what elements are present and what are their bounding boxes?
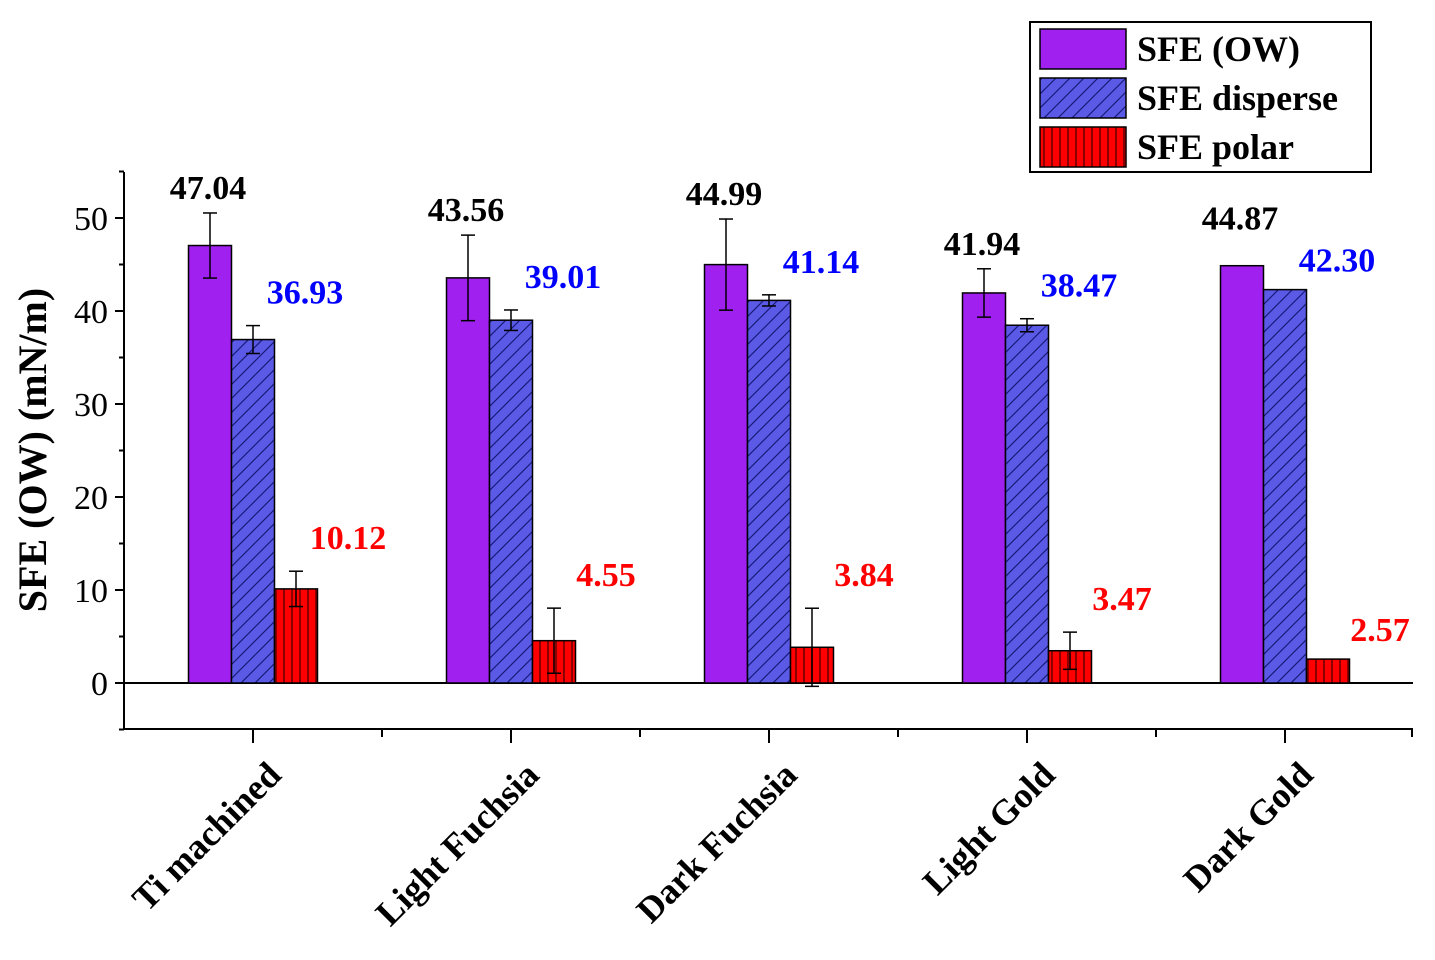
- category-label: Dark Fuchsia: [629, 754, 805, 930]
- data-label: 43.56: [428, 192, 505, 229]
- data-label: 41.14: [783, 244, 860, 281]
- bar: [1262, 288, 1308, 684]
- bar: [230, 338, 276, 684]
- bar: [187, 244, 233, 684]
- data-label: 3.84: [834, 557, 894, 594]
- category-label: Dark Gold: [1176, 754, 1321, 899]
- category-label: Light Fuchsia: [368, 754, 547, 933]
- bar: [703, 263, 749, 684]
- data-label: 47.04: [170, 170, 247, 207]
- data-label: 38.47: [1041, 268, 1118, 305]
- legend-label: SFE (OW): [1137, 29, 1300, 69]
- data-label: 3.47: [1092, 581, 1152, 618]
- data-label: 36.93: [267, 275, 344, 312]
- y-tick-label: 50: [74, 201, 108, 238]
- data-label: 2.57: [1350, 612, 1410, 649]
- legend-label: SFE polar: [1137, 127, 1294, 167]
- bar: [746, 299, 792, 684]
- data-label: 39.01: [525, 259, 602, 296]
- bar: [1305, 658, 1351, 684]
- legend-label: SFE disperse: [1137, 78, 1338, 118]
- category-label: Ti machined: [124, 754, 288, 918]
- data-label: 4.55: [576, 557, 636, 594]
- data-label: 44.87: [1202, 201, 1279, 238]
- legend-swatch: [1039, 77, 1127, 119]
- y-tick-label: 10: [74, 573, 108, 610]
- bar: [1219, 264, 1265, 684]
- y-axis-title: SFE (OW) (mN/m): [10, 288, 55, 612]
- bar: [445, 277, 491, 684]
- data-label: 10.12: [310, 520, 387, 557]
- data-label: 42.30: [1299, 243, 1376, 280]
- data-label: 44.99: [686, 176, 763, 213]
- category-label: Light Gold: [915, 754, 1063, 902]
- y-tick-label: 20: [74, 480, 108, 517]
- data-label: 41.94: [944, 226, 1021, 263]
- y-tick-label: 30: [74, 387, 108, 424]
- bar: [961, 292, 1007, 684]
- bar: [488, 319, 534, 684]
- legend-swatch: [1039, 28, 1127, 70]
- bar: [1004, 324, 1050, 684]
- y-tick-label: 0: [91, 666, 108, 703]
- y-tick-label: 40: [74, 294, 108, 331]
- legend-swatch: [1039, 126, 1127, 168]
